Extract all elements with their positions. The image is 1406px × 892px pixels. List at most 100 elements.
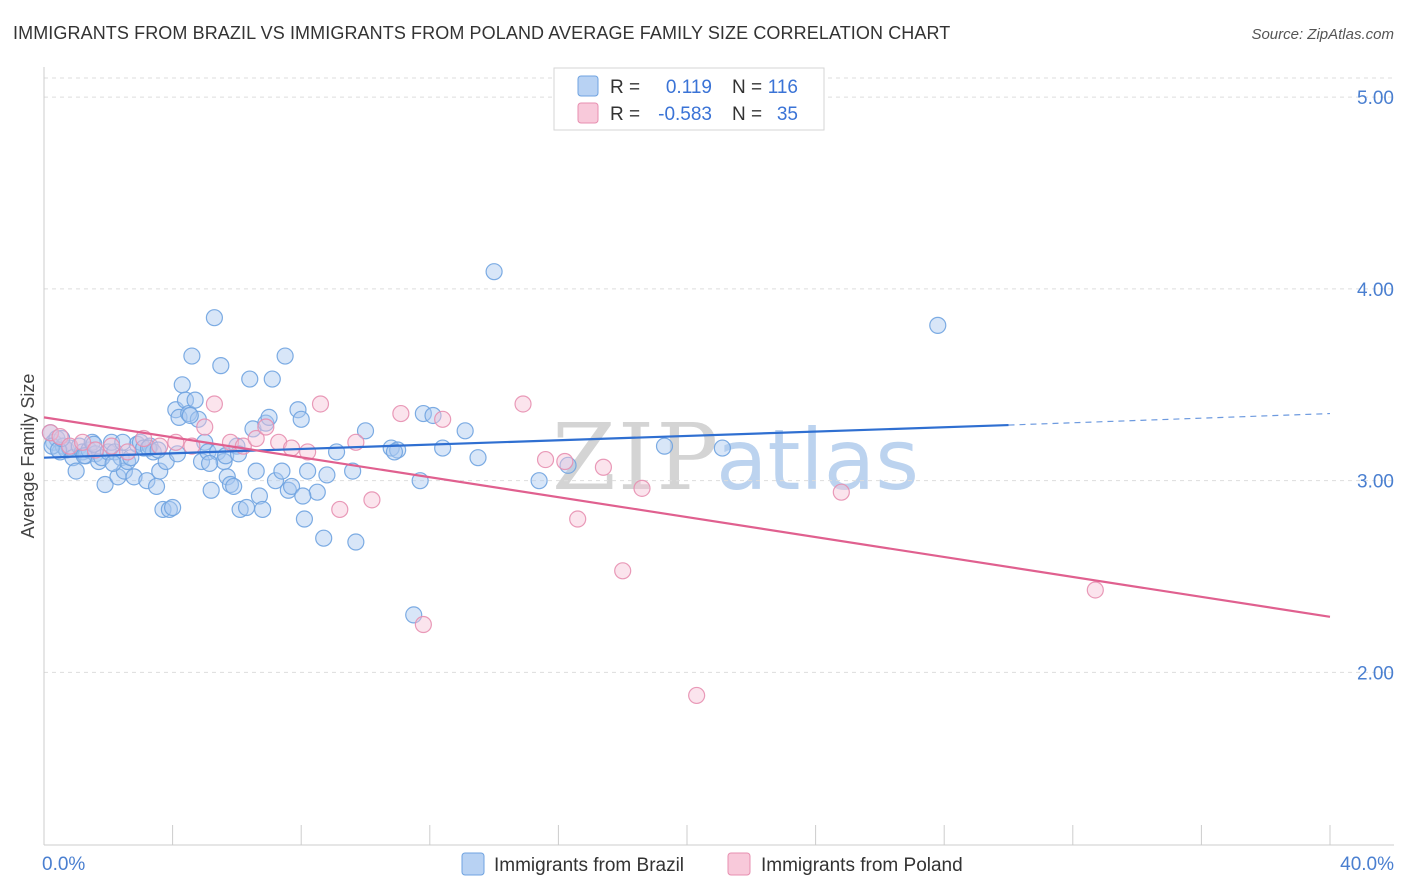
axes bbox=[43, 67, 1394, 846]
brazil-point bbox=[344, 462, 362, 480]
brazil-point bbox=[315, 529, 333, 547]
brazil-point bbox=[292, 410, 310, 428]
y-tick-labels: 5.00 4.00 3.00 2.00 bbox=[1357, 88, 1394, 684]
brazil-point bbox=[347, 533, 365, 551]
x-tick-label: 0.0% bbox=[42, 854, 85, 875]
brazil-point bbox=[289, 401, 307, 419]
poland-point bbox=[688, 686, 706, 705]
brazil-point bbox=[469, 449, 487, 467]
poland-point bbox=[832, 483, 850, 501]
brazil-point bbox=[225, 477, 243, 496]
poland-point bbox=[363, 491, 381, 509]
poland-point bbox=[73, 433, 92, 451]
stats-r-label-poland: R = bbox=[610, 104, 640, 125]
legend-label-brazil: Immigrants from Brazil bbox=[494, 855, 684, 876]
stats-r-label-brazil: R = bbox=[610, 77, 640, 98]
brazil-point bbox=[263, 370, 281, 388]
y-tick-label: 5.00 bbox=[1357, 88, 1394, 109]
poland-point bbox=[392, 404, 410, 423]
poland-point bbox=[257, 418, 275, 436]
stats-legend: R = 0.119 N = 116 R = -0.583 N = 35 bbox=[553, 67, 825, 131]
trendline-brazil bbox=[43, 423, 1009, 459]
legend-swatch-poland bbox=[727, 852, 751, 876]
brazil-point bbox=[308, 483, 326, 501]
brazil-point bbox=[266, 472, 285, 490]
brazil-point bbox=[655, 437, 674, 455]
poland-point bbox=[41, 424, 60, 442]
brazil-point bbox=[96, 475, 114, 494]
poland-point bbox=[311, 395, 330, 413]
poland-point bbox=[594, 458, 613, 476]
poland-point bbox=[247, 429, 265, 448]
brazil-point bbox=[318, 466, 336, 484]
brazil-point bbox=[151, 462, 169, 480]
brazil-point bbox=[295, 510, 314, 528]
poland-point bbox=[61, 437, 79, 455]
poland-point bbox=[536, 450, 555, 469]
poland-point bbox=[614, 562, 632, 580]
brazil-point bbox=[237, 498, 256, 517]
brazil-point bbox=[231, 500, 249, 519]
brazil-point bbox=[530, 472, 548, 490]
brazil-point bbox=[276, 347, 294, 365]
y-axis-title: Average Family Size bbox=[18, 374, 38, 539]
poland-point bbox=[102, 437, 121, 455]
brazil-point bbox=[247, 462, 265, 480]
series-legend: Immigrants from Brazil Immigrants from P… bbox=[461, 852, 963, 876]
brazil-point bbox=[250, 487, 269, 505]
brazil-point bbox=[456, 422, 474, 440]
poland-point bbox=[569, 510, 587, 528]
chart-source: Source: ZipAtlas.com bbox=[1251, 26, 1394, 43]
brazil-point bbox=[138, 472, 156, 490]
brazil-point bbox=[929, 316, 947, 334]
brazil-point bbox=[164, 498, 182, 517]
stats-legend-box bbox=[553, 67, 825, 131]
brazil-point bbox=[299, 462, 317, 480]
brazil-point bbox=[114, 433, 132, 451]
brazil-point bbox=[273, 462, 291, 480]
watermark-zip: ZIP bbox=[552, 404, 720, 511]
stats-n-label-brazil: N = bbox=[732, 77, 762, 98]
stats-n-label-poland: N = bbox=[732, 104, 762, 125]
poland-point bbox=[414, 615, 432, 634]
legend-label-poland: Immigrants from Poland bbox=[761, 855, 963, 876]
trendlines bbox=[43, 412, 1331, 618]
brazil-point bbox=[67, 462, 85, 480]
poland-point bbox=[434, 410, 452, 428]
brazil-point bbox=[125, 468, 143, 486]
poland-point bbox=[205, 395, 223, 413]
brazil-point bbox=[254, 500, 272, 519]
watermark: ZIP atlas bbox=[552, 404, 919, 511]
x-tick-label: 40.0% bbox=[1340, 854, 1394, 875]
poland-point bbox=[331, 500, 349, 519]
stats-r-value-poland: -0.583 bbox=[658, 104, 712, 125]
brazil-point bbox=[183, 347, 201, 365]
poland-point bbox=[183, 437, 201, 455]
stats-n-value-poland: 35 bbox=[777, 104, 798, 125]
brazil-point bbox=[260, 408, 278, 426]
brazil-point bbox=[176, 391, 195, 409]
poland-point bbox=[196, 418, 214, 436]
brazil-point bbox=[282, 477, 301, 496]
brazil-point bbox=[434, 439, 452, 457]
chart-title: IMMIGRANTS FROM BRAZIL VS IMMIGRANTS FRO… bbox=[13, 23, 950, 43]
brazil-point bbox=[327, 443, 346, 461]
poland-point bbox=[514, 395, 532, 413]
brazil-point bbox=[241, 370, 259, 388]
trendline-poland bbox=[43, 416, 1331, 618]
trendline-brazil-extension bbox=[1008, 412, 1331, 426]
brazil-point bbox=[212, 357, 230, 375]
brazil-point bbox=[294, 487, 312, 505]
y-tick-label: 4.00 bbox=[1357, 280, 1394, 301]
poland-point bbox=[556, 452, 574, 471]
x-tick-labels: 0.0% 40.0% bbox=[42, 854, 1394, 875]
legend-swatch-brazil bbox=[461, 852, 485, 876]
brazil-point bbox=[104, 454, 122, 473]
brazil-point bbox=[173, 376, 191, 394]
y-tick-label: 3.00 bbox=[1357, 472, 1394, 493]
stats-n-value-brazil: 116 bbox=[768, 77, 798, 98]
poland-point bbox=[118, 443, 137, 461]
brazil-point bbox=[485, 263, 503, 281]
brazil-point bbox=[147, 477, 166, 496]
